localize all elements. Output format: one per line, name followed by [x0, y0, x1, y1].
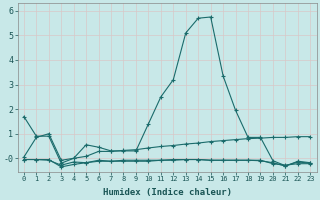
- X-axis label: Humidex (Indice chaleur): Humidex (Indice chaleur): [103, 188, 232, 197]
